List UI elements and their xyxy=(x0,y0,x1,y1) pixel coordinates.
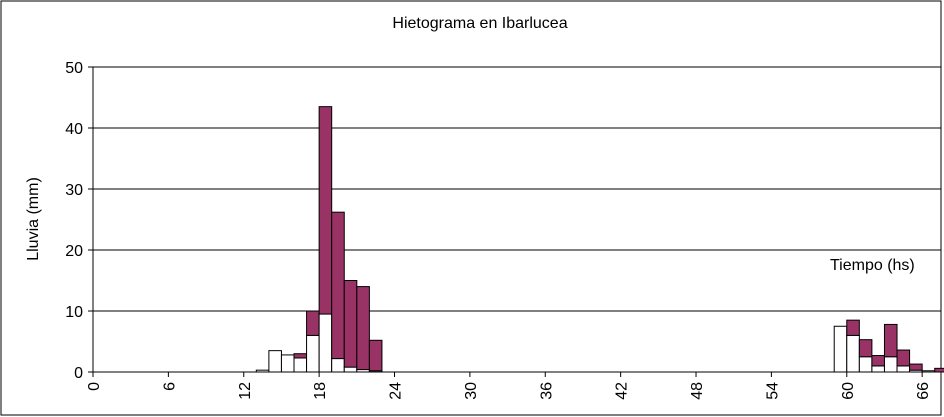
bar xyxy=(858,339,873,358)
x-tick-label: 48 xyxy=(689,382,706,400)
bar xyxy=(306,310,320,336)
bar xyxy=(331,211,345,360)
bar xyxy=(846,334,860,373)
x-tick-label: 30 xyxy=(463,382,480,400)
annotation: Tiempo (hs) xyxy=(830,257,915,274)
y-tick-label: 50 xyxy=(65,60,83,77)
bar xyxy=(833,325,848,373)
x-tick-label: 0 xyxy=(86,382,103,391)
bar xyxy=(896,349,911,367)
bar xyxy=(368,339,383,372)
bar xyxy=(280,354,295,373)
bar xyxy=(356,286,370,371)
y-axis-label: Lluvia (mm) xyxy=(25,177,42,261)
bar xyxy=(306,334,320,373)
bar xyxy=(268,350,282,373)
x-tick-label: 60 xyxy=(840,382,857,400)
bar xyxy=(883,323,898,358)
bar xyxy=(896,365,911,373)
x-tick-label: 12 xyxy=(237,382,254,400)
bar xyxy=(293,357,308,373)
bar xyxy=(255,369,270,373)
bar xyxy=(343,366,358,373)
bar xyxy=(883,356,898,373)
bar xyxy=(858,356,873,373)
bar xyxy=(934,367,944,373)
x-tick-label: 54 xyxy=(764,382,781,400)
bar xyxy=(921,370,936,373)
y-tick-label: 20 xyxy=(65,243,83,260)
y-tick-label: 0 xyxy=(74,365,83,382)
bar xyxy=(318,106,333,315)
bar xyxy=(293,353,308,359)
x-tick-label: 6 xyxy=(161,382,178,391)
bar xyxy=(871,355,885,367)
x-tick-label: 66 xyxy=(915,382,932,400)
bar xyxy=(318,313,333,373)
bar xyxy=(331,358,345,373)
x-tick-label: 24 xyxy=(388,382,405,400)
x-tick-label: 18 xyxy=(312,382,329,400)
bar xyxy=(871,365,885,373)
bar xyxy=(343,280,358,368)
y-tick-label: 40 xyxy=(65,121,83,138)
bar xyxy=(909,363,923,371)
y-tick-label: 10 xyxy=(65,304,83,321)
x-tick-label: 36 xyxy=(538,382,555,400)
y-tick-label: 30 xyxy=(65,182,83,199)
x-tick-label: 42 xyxy=(614,382,631,400)
bar xyxy=(846,319,860,336)
chart-title: Hietograma en Ibarlucea xyxy=(392,15,567,32)
